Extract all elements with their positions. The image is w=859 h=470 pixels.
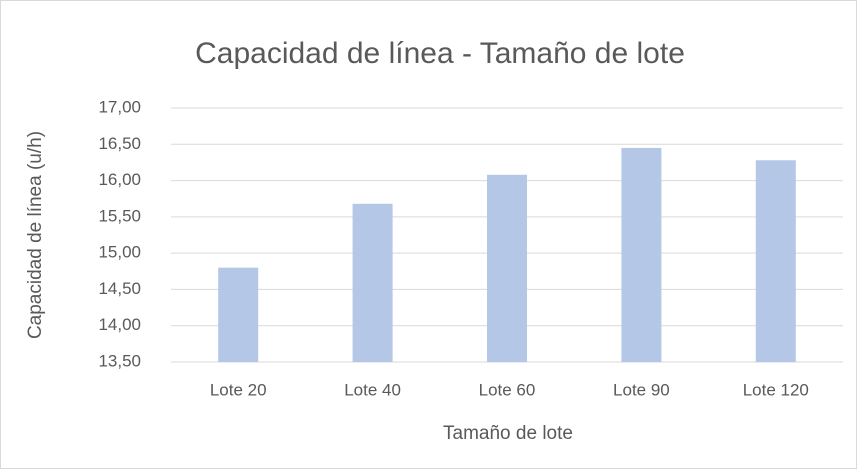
x-tick-label: Lote 90 (613, 380, 670, 399)
bar (487, 174, 527, 362)
x-axis-title: Tamaño de lote (443, 423, 573, 444)
bar (621, 147, 662, 362)
y-tick-label: 14,00 (98, 315, 141, 334)
y-tick-label: 13,50 (98, 351, 141, 370)
y-tick-label: 17,00 (98, 97, 141, 116)
x-tick-label: Lote 60 (479, 380, 536, 399)
bar (352, 203, 393, 362)
y-tick-label: 15,00 (98, 243, 141, 262)
bar (218, 267, 259, 362)
x-tick-label: Lote 20 (210, 380, 267, 399)
y-tick-label: 16,00 (98, 170, 141, 189)
y-tick-label: 14,50 (98, 279, 141, 298)
x-tick-label: Lote 120 (743, 380, 809, 399)
y-axis-title: Capacidad de línea (u/h) (25, 131, 46, 339)
chart-title: Capacidad de línea - Tamaño de lote (195, 37, 685, 70)
bar (755, 160, 796, 362)
x-tick-label: Lote 40 (344, 380, 401, 399)
y-tick-label: 16,50 (98, 134, 141, 153)
y-tick-label: 15,50 (98, 206, 141, 225)
